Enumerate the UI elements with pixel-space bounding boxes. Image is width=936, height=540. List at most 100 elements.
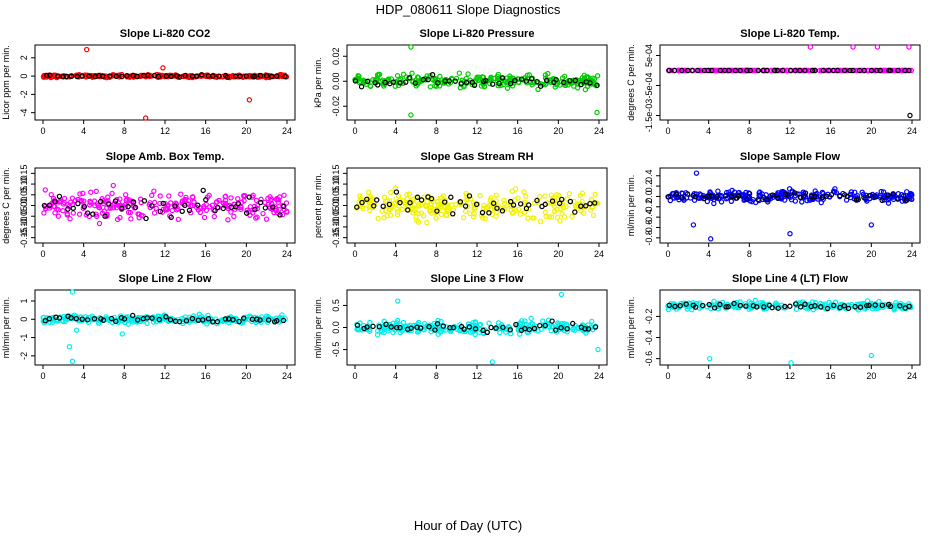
data-point xyxy=(477,192,483,199)
data-point xyxy=(589,318,595,325)
panel-title: Slope Amb. Box Temp. xyxy=(106,151,225,163)
data-point-black xyxy=(241,315,247,321)
data-point xyxy=(435,77,441,84)
data-point-black xyxy=(450,324,457,331)
data-point-black xyxy=(358,84,365,90)
outlier-point xyxy=(84,46,90,53)
data-point-black xyxy=(134,73,140,80)
data-point xyxy=(95,202,102,209)
outlier-point xyxy=(73,327,80,333)
x-tick-label: 20 xyxy=(553,371,563,381)
x-tick-label: 24 xyxy=(907,249,917,259)
y-tick-label: 2 xyxy=(19,55,29,60)
data-point-black xyxy=(499,75,506,81)
data-point xyxy=(904,189,910,195)
data-point xyxy=(432,83,438,89)
data-point-black xyxy=(802,301,808,307)
y-tick-label: -0.10 xyxy=(331,217,341,238)
data-point xyxy=(546,214,552,220)
data-point-black xyxy=(818,304,824,310)
data-point-black xyxy=(895,196,901,202)
data-point-black xyxy=(100,317,107,323)
data-point xyxy=(502,78,509,85)
data-point-black xyxy=(113,73,119,80)
x-tick-label: 8 xyxy=(122,371,127,381)
panel-0: Slope Li-820 CO2 Licor ppm per min. -4 -2 0 2… xyxy=(1,28,296,136)
data-point-black xyxy=(844,193,851,199)
x-axis-label: Hour of Day (UTC) xyxy=(413,518,523,533)
data-point-black xyxy=(518,76,525,82)
data-point-black xyxy=(205,316,212,322)
data-point xyxy=(711,67,718,74)
outlier-point xyxy=(595,346,601,353)
data-point-black xyxy=(452,78,459,84)
data-point-black xyxy=(556,200,563,207)
y-tick-label: -1.5e-03 xyxy=(644,99,654,133)
x-tick-label: 12 xyxy=(472,126,482,136)
data-point xyxy=(445,207,452,214)
x-tick-label: 4 xyxy=(81,126,86,136)
data-point xyxy=(222,197,229,204)
data-point-black xyxy=(764,197,770,203)
data-point xyxy=(876,298,882,305)
data-point-black xyxy=(746,190,753,197)
data-point-black xyxy=(442,199,448,205)
outlier-point xyxy=(594,109,600,116)
x-tick-label: 0 xyxy=(40,371,45,381)
data-point xyxy=(832,186,838,192)
data-point-black xyxy=(779,67,786,74)
data-point xyxy=(764,305,770,311)
data-point-black xyxy=(243,210,250,216)
data-point-black xyxy=(214,318,221,325)
data-point xyxy=(279,73,286,79)
data-point xyxy=(279,211,286,218)
data-point-black xyxy=(70,205,76,211)
data-point xyxy=(486,320,492,326)
data-point-black xyxy=(107,73,113,79)
data-point-black xyxy=(149,203,155,209)
data-point xyxy=(470,214,477,220)
data-point xyxy=(355,327,362,333)
data-point xyxy=(151,199,158,206)
data-point-black xyxy=(97,198,104,205)
data-point xyxy=(410,210,416,216)
data-point xyxy=(563,203,569,210)
data-point-black xyxy=(479,209,486,216)
data-point xyxy=(394,206,400,212)
y-tick-label: 1 xyxy=(19,298,29,303)
data-point-black xyxy=(684,191,691,197)
data-point xyxy=(551,203,557,209)
data-point xyxy=(406,191,413,197)
data-point-black xyxy=(537,83,544,89)
data-point-black xyxy=(195,202,201,208)
data-point xyxy=(502,200,508,207)
x-tick-label: 8 xyxy=(434,249,439,259)
data-point xyxy=(487,197,494,204)
outlier-point xyxy=(868,352,875,359)
data-point-black xyxy=(397,80,403,86)
data-point-black xyxy=(472,326,479,332)
data-point-black xyxy=(837,304,843,311)
data-point xyxy=(535,86,541,93)
data-point-black xyxy=(567,198,574,205)
data-point xyxy=(812,191,819,197)
data-point xyxy=(367,193,373,199)
x-tick-label: 20 xyxy=(241,126,251,136)
data-point-black xyxy=(55,73,61,79)
data-point xyxy=(569,213,575,220)
data-point-black xyxy=(388,324,394,330)
data-point-black xyxy=(764,67,770,74)
data-point-black xyxy=(100,73,106,79)
data-point-black xyxy=(895,67,901,74)
data-point xyxy=(460,214,467,221)
data-point xyxy=(178,191,184,197)
y-axis-label: kPa per min. xyxy=(313,57,323,108)
data-point xyxy=(488,206,494,212)
data-point-black xyxy=(507,80,514,87)
data-point-black xyxy=(246,194,252,200)
data-point xyxy=(465,71,471,77)
x-tick-label: 12 xyxy=(785,371,795,381)
data-point xyxy=(561,213,568,220)
data-point-black xyxy=(493,325,499,331)
